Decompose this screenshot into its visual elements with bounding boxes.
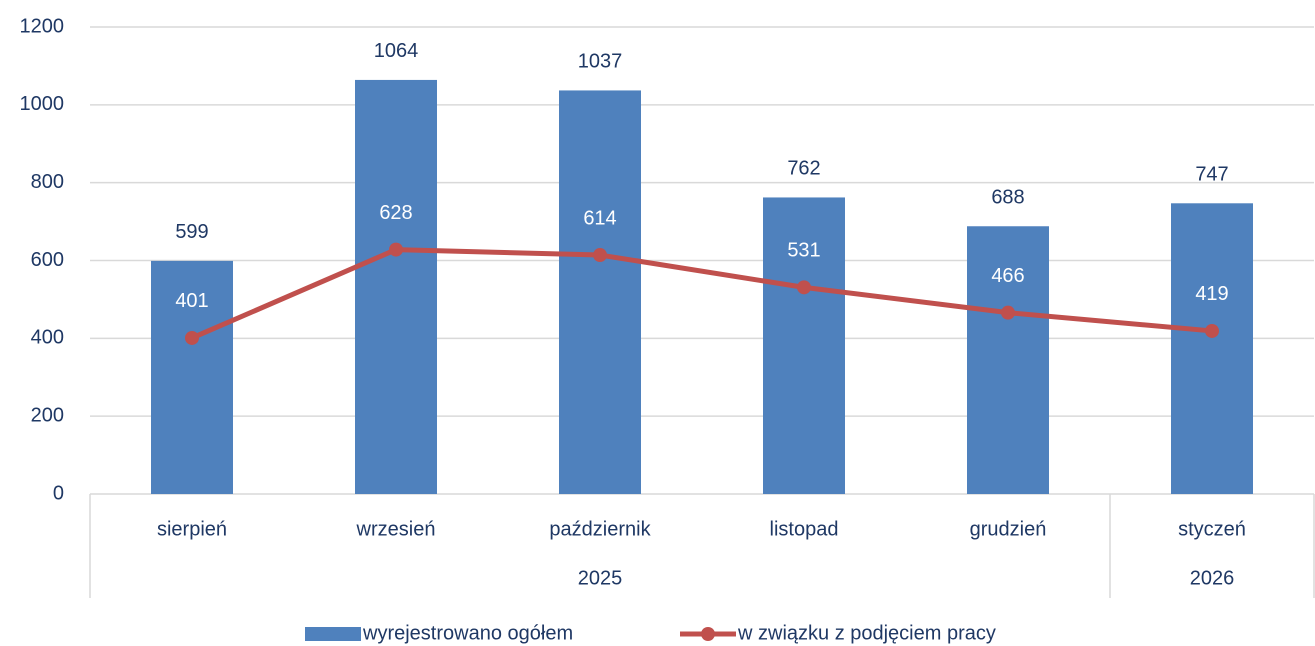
- bar: [967, 226, 1049, 494]
- bar-value-label: 599: [175, 221, 208, 243]
- line-value-label: 419: [1195, 283, 1228, 305]
- line-value-label: 531: [787, 240, 820, 262]
- x-tick-label: sierpień: [157, 518, 227, 540]
- x-tick-label: styczeń: [1178, 518, 1246, 540]
- bar: [763, 197, 845, 494]
- line-value-label: 628: [379, 202, 412, 224]
- bar-value-label: 1037: [578, 51, 623, 73]
- bar-value-label: 688: [991, 187, 1024, 209]
- line-marker: [389, 242, 403, 257]
- legend-label: wyrejestrowano ogółem: [362, 622, 573, 644]
- bar: [151, 260, 233, 494]
- line-value-label: 614: [583, 207, 616, 229]
- legend-swatch: [305, 627, 361, 641]
- bar-value-label: 762: [787, 158, 820, 180]
- x-tick-label: grudzień: [970, 518, 1047, 540]
- legend-label: w związku z podjęciem pracy: [737, 622, 996, 644]
- group-label: 2026: [1190, 567, 1235, 589]
- x-tick-label: wrzesień: [356, 518, 436, 540]
- y-tick-label: 0: [53, 482, 64, 504]
- line-value-label: 466: [991, 265, 1024, 287]
- line-marker: [797, 280, 811, 295]
- y-tick-label: 200: [31, 404, 64, 426]
- y-tick-label: 800: [31, 171, 64, 193]
- line-value-label: 401: [175, 290, 208, 312]
- x-tick-label: październik: [549, 518, 651, 540]
- y-tick-label: 1200: [20, 15, 65, 37]
- legend-swatch: [701, 627, 715, 641]
- y-tick-label: 1000: [20, 93, 65, 115]
- bar: [1171, 203, 1253, 495]
- line-marker: [1001, 305, 1015, 320]
- x-tick-label: listopad: [770, 518, 839, 540]
- line-marker: [1205, 323, 1219, 338]
- y-tick-label: 400: [31, 327, 64, 349]
- bar-value-label: 747: [1195, 164, 1228, 186]
- bar-value-label: 1064: [374, 40, 419, 62]
- line: [191, 247, 1213, 341]
- line-marker: [593, 248, 607, 263]
- y-tick-label: 600: [31, 249, 64, 271]
- line-marker: [185, 330, 199, 345]
- group-label: 2025: [578, 567, 623, 589]
- bar: [559, 90, 641, 494]
- bar: [355, 79, 437, 494]
